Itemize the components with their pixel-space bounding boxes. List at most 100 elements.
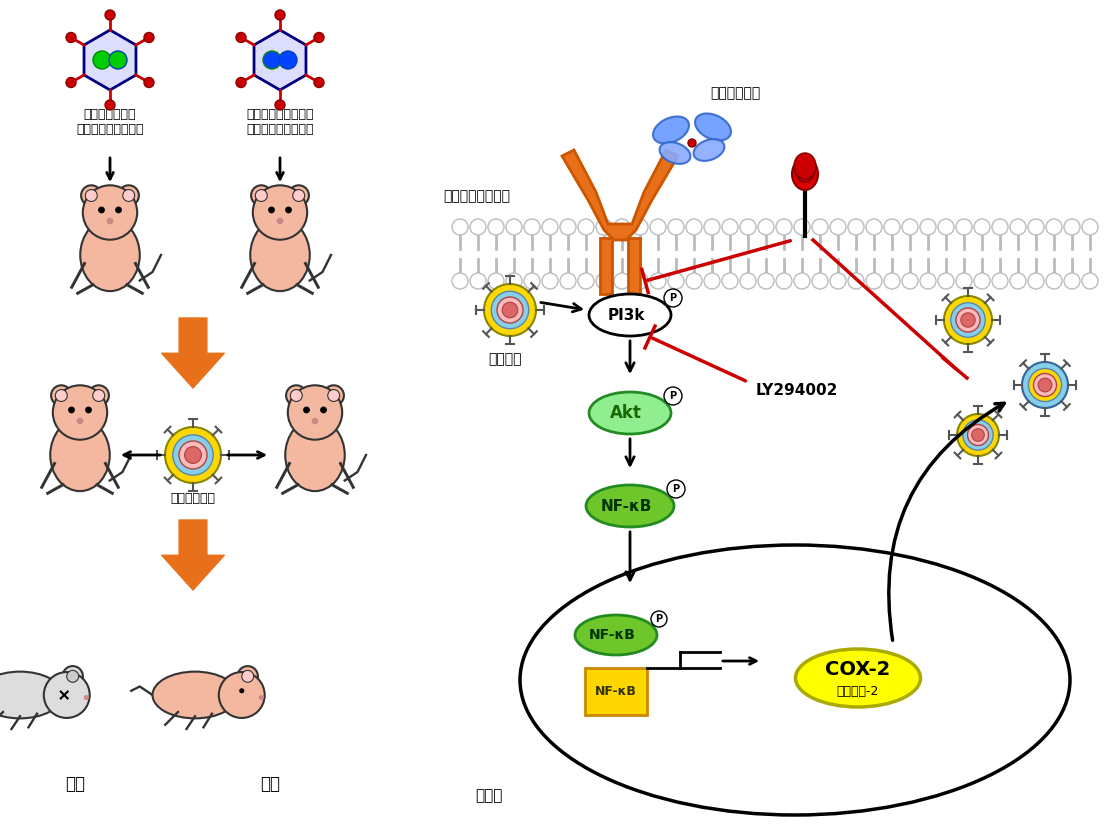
Text: PI3k: PI3k: [608, 308, 644, 323]
Text: NF-κB: NF-κB: [600, 499, 652, 514]
Circle shape: [314, 33, 324, 43]
Circle shape: [173, 435, 214, 475]
Text: 前列腺素基因: 前列腺素基因: [710, 86, 760, 100]
Ellipse shape: [792, 158, 818, 190]
Circle shape: [524, 273, 540, 289]
Circle shape: [242, 670, 254, 682]
Ellipse shape: [93, 51, 111, 69]
Circle shape: [938, 219, 954, 235]
Circle shape: [650, 219, 666, 235]
Circle shape: [321, 406, 327, 413]
Circle shape: [758, 273, 774, 289]
Text: 細胞質: 細胞質: [475, 788, 502, 803]
Circle shape: [664, 289, 682, 307]
Circle shape: [758, 219, 774, 235]
Ellipse shape: [279, 51, 297, 69]
Ellipse shape: [152, 671, 237, 718]
Circle shape: [688, 139, 696, 147]
Circle shape: [253, 185, 307, 240]
Text: 細胞核內: 細胞核內: [727, 788, 764, 803]
Circle shape: [794, 219, 810, 235]
Polygon shape: [628, 238, 640, 294]
Circle shape: [502, 303, 518, 318]
Circle shape: [268, 206, 275, 214]
Circle shape: [452, 219, 467, 235]
Circle shape: [81, 185, 101, 205]
Circle shape: [252, 185, 272, 205]
Ellipse shape: [0, 671, 62, 718]
Polygon shape: [83, 30, 136, 90]
Circle shape: [491, 292, 529, 328]
Circle shape: [957, 414, 999, 456]
Circle shape: [312, 417, 318, 424]
Circle shape: [595, 273, 612, 289]
Text: Akt: Akt: [610, 404, 642, 422]
Circle shape: [667, 480, 684, 498]
Circle shape: [1009, 273, 1026, 289]
Ellipse shape: [795, 154, 815, 182]
Circle shape: [165, 427, 221, 483]
Circle shape: [740, 273, 756, 289]
Circle shape: [542, 273, 558, 289]
Circle shape: [848, 273, 864, 289]
Circle shape: [236, 77, 246, 87]
Ellipse shape: [660, 142, 690, 164]
Circle shape: [632, 219, 648, 235]
Circle shape: [115, 206, 122, 214]
Circle shape: [275, 100, 285, 110]
Circle shape: [67, 670, 79, 682]
Circle shape: [144, 77, 154, 87]
Circle shape: [848, 219, 864, 235]
Circle shape: [288, 185, 309, 205]
Circle shape: [974, 219, 989, 235]
Circle shape: [1034, 374, 1056, 396]
Circle shape: [89, 385, 109, 406]
Circle shape: [830, 219, 846, 235]
Text: 死亡: 死亡: [65, 775, 85, 793]
Text: LY294002: LY294002: [756, 382, 838, 397]
Circle shape: [650, 273, 666, 289]
Ellipse shape: [285, 419, 345, 491]
Circle shape: [487, 273, 504, 289]
Circle shape: [285, 206, 292, 214]
Circle shape: [1028, 219, 1044, 235]
Circle shape: [951, 303, 985, 337]
Circle shape: [560, 219, 577, 235]
Circle shape: [578, 219, 594, 235]
Circle shape: [1064, 273, 1080, 289]
Circle shape: [664, 387, 682, 405]
Circle shape: [179, 441, 207, 469]
Circle shape: [578, 273, 594, 289]
Text: COX-2: COX-2: [826, 660, 890, 679]
Circle shape: [560, 273, 577, 289]
Circle shape: [1046, 273, 1062, 289]
Circle shape: [1028, 369, 1062, 401]
Ellipse shape: [589, 294, 671, 336]
Circle shape: [686, 219, 702, 235]
Circle shape: [258, 695, 264, 700]
Circle shape: [277, 218, 284, 225]
Polygon shape: [600, 238, 612, 294]
Circle shape: [105, 10, 115, 20]
Ellipse shape: [250, 219, 309, 291]
Circle shape: [85, 406, 92, 413]
Circle shape: [830, 273, 846, 289]
Circle shape: [77, 417, 83, 424]
Text: P: P: [669, 391, 677, 401]
Circle shape: [506, 273, 522, 289]
Circle shape: [1082, 219, 1099, 235]
Circle shape: [56, 390, 67, 401]
Circle shape: [470, 219, 486, 235]
Ellipse shape: [50, 419, 110, 491]
Circle shape: [956, 308, 981, 332]
Circle shape: [255, 189, 267, 201]
Circle shape: [51, 385, 71, 406]
Circle shape: [118, 185, 139, 205]
Circle shape: [452, 273, 467, 289]
Circle shape: [122, 189, 135, 201]
Circle shape: [668, 219, 684, 235]
Circle shape: [1038, 378, 1052, 392]
Circle shape: [1064, 219, 1080, 235]
Ellipse shape: [589, 392, 671, 434]
Circle shape: [86, 189, 97, 201]
